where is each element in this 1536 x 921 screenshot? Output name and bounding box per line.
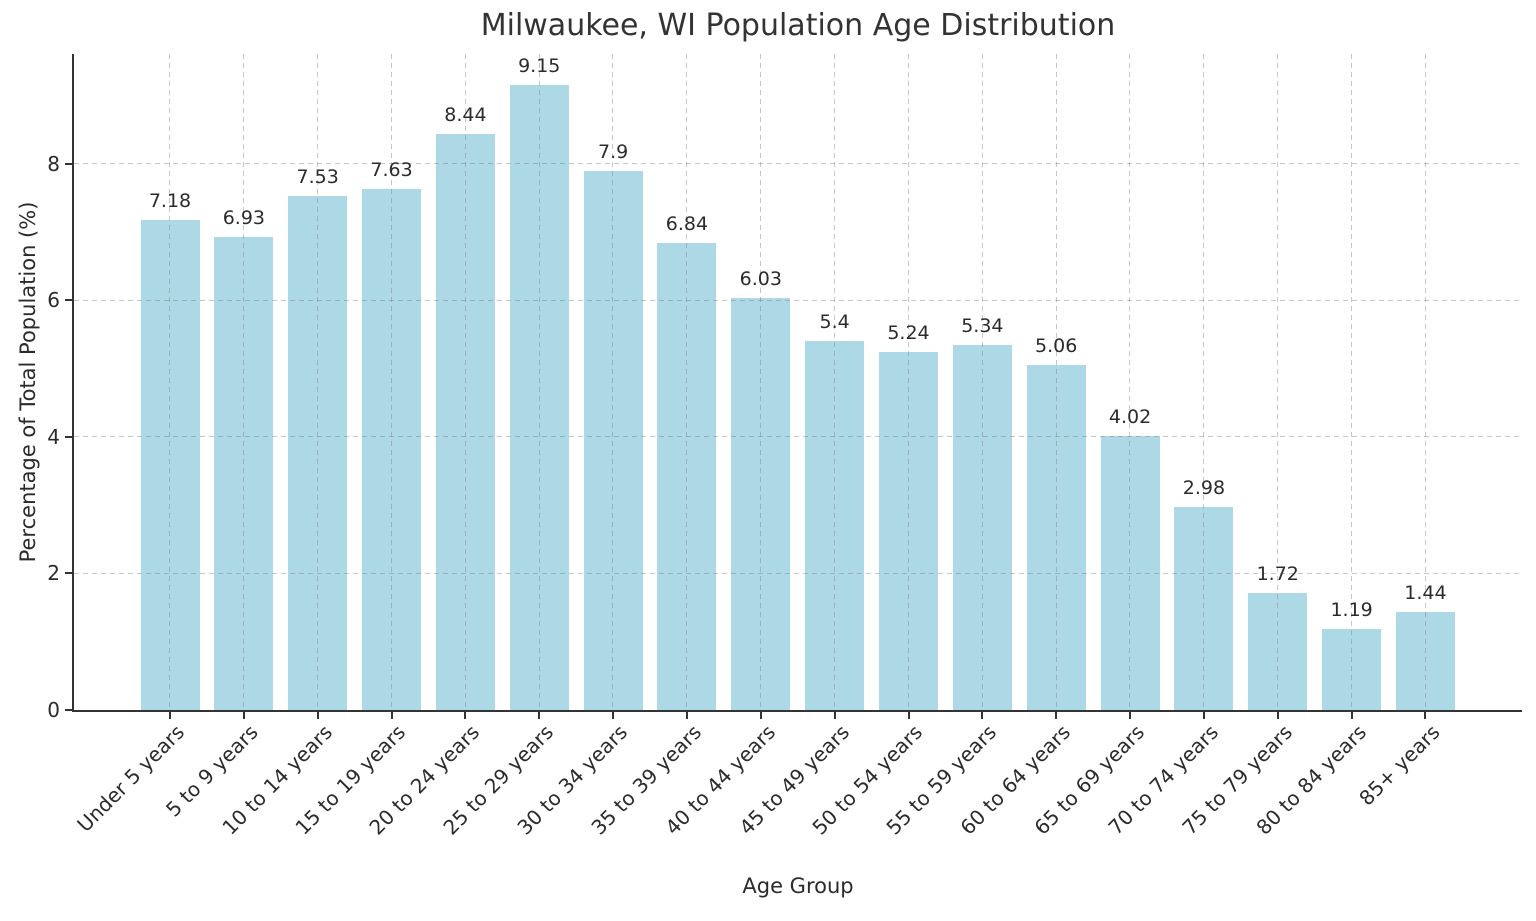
x-tick-mark <box>464 711 467 719</box>
bar-value-label: 5.06 <box>1035 334 1078 357</box>
bar <box>657 243 717 710</box>
chart-title: Milwaukee, WI Population Age Distributio… <box>480 8 1116 43</box>
y-tick-mark <box>65 709 73 711</box>
x-tick-mark <box>538 711 541 719</box>
gridline-vertical <box>1203 54 1206 710</box>
bar <box>1322 628 1382 710</box>
bar <box>140 219 200 710</box>
gridline-vertical <box>981 54 984 710</box>
x-tick-mark <box>907 711 910 719</box>
x-axis-spine <box>72 710 1522 712</box>
gridline-vertical <box>1277 54 1280 710</box>
bar-value-label: 5.4 <box>819 311 850 334</box>
x-tick-mark <box>833 711 836 719</box>
y-tick-mark <box>65 435 73 438</box>
gridline-vertical <box>907 54 910 710</box>
bar <box>731 298 791 710</box>
bar-value-label: 7.53 <box>296 165 339 188</box>
bar-value-label: 4.02 <box>1108 405 1152 428</box>
gridline-horizontal <box>74 436 1522 439</box>
bar-value-label: 1.19 <box>1330 598 1373 621</box>
x-tick-mark <box>685 711 688 719</box>
bar-value-label: 1.44 <box>1404 581 1447 604</box>
bar-value-label: 5.24 <box>887 322 930 345</box>
bar <box>1174 506 1234 710</box>
gridline-vertical <box>169 54 172 710</box>
bar <box>362 189 422 710</box>
gridline-vertical <box>317 54 320 710</box>
bar <box>1100 435 1160 710</box>
gridline-vertical <box>538 54 541 710</box>
y-tick-label: 0 <box>47 698 60 722</box>
bar <box>1248 592 1308 710</box>
bar <box>1026 364 1086 710</box>
x-tick-mark <box>1055 711 1058 719</box>
bar-value-label: 7.63 <box>370 159 413 182</box>
bar-value-label: 6.93 <box>222 206 265 229</box>
bar-value-label: 7.18 <box>148 189 192 212</box>
gridline-vertical <box>390 54 393 710</box>
gridline-vertical <box>1424 54 1427 710</box>
x-tick-mark <box>981 711 984 719</box>
bar-value-label: 6.84 <box>665 213 709 236</box>
bar <box>952 345 1012 710</box>
bar <box>805 341 865 710</box>
x-tick-mark <box>1129 711 1132 719</box>
bar <box>288 195 348 710</box>
gridline-vertical <box>612 54 615 710</box>
bar-value-label: 8.44 <box>444 103 487 126</box>
x-tick-mark <box>759 711 762 719</box>
y-tick-label: 6 <box>47 288 60 313</box>
bar-value-label: 9.15 <box>518 55 561 78</box>
gridline-vertical <box>243 54 246 710</box>
x-tick-mark <box>169 711 171 719</box>
gridline-vertical <box>686 54 689 710</box>
bar-value-label: 1.72 <box>1256 562 1299 585</box>
x-tick-mark <box>1202 711 1205 719</box>
y-tick-label: 2 <box>47 561 60 586</box>
x-tick-mark <box>242 711 245 719</box>
bar-value-label: 6.03 <box>739 268 782 291</box>
gridline-horizontal <box>74 299 1522 302</box>
bar-value-label: 2.98 <box>1182 476 1226 499</box>
y-tick-mark <box>65 299 73 302</box>
gridline-horizontal <box>74 163 1522 166</box>
bar <box>509 85 569 710</box>
y-tick-mark <box>65 162 73 165</box>
gridline-vertical <box>1055 54 1058 710</box>
x-tick-label: Under 5 years <box>72 720 189 837</box>
y-axis-spine <box>72 54 74 712</box>
gridline-vertical <box>464 54 467 710</box>
bar <box>435 133 495 710</box>
y-axis-label: Percentage of Total Population (%) <box>16 201 40 563</box>
x-tick-mark <box>1350 711 1353 719</box>
plot-area <box>74 54 1522 710</box>
x-tick-mark <box>1276 711 1279 719</box>
y-tick-mark <box>65 572 73 575</box>
gridline-horizontal <box>74 572 1522 575</box>
x-tick-mark <box>612 711 615 719</box>
x-tick-mark <box>1424 711 1427 719</box>
bar-value-label: 5.34 <box>961 315 1004 338</box>
x-axis-label: Age Group <box>742 874 854 898</box>
gridline-vertical <box>1129 54 1132 710</box>
x-tick-mark <box>390 711 393 719</box>
bar <box>214 236 274 710</box>
gridline-vertical <box>760 54 763 710</box>
x-tick-mark <box>316 711 319 719</box>
bar <box>879 352 938 710</box>
bar <box>1395 611 1455 710</box>
gridline-vertical <box>1350 54 1353 710</box>
y-tick-label: 4 <box>47 424 60 449</box>
bar <box>583 170 643 710</box>
gridline-vertical <box>834 54 836 710</box>
y-tick-label: 8 <box>47 151 60 176</box>
bar-value-label: 7.9 <box>597 140 629 163</box>
